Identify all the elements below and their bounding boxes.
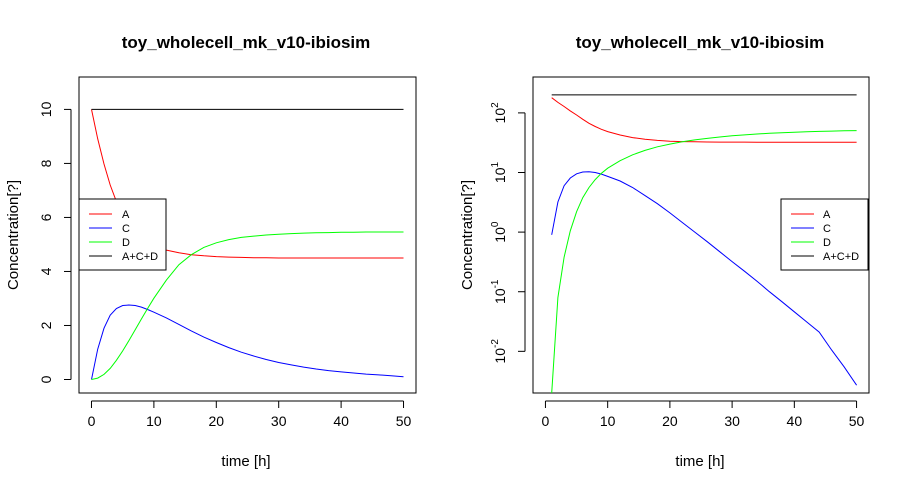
- legend: A C D A+C+D: [780, 198, 869, 271]
- x-tick-label: 0: [542, 413, 550, 429]
- legend-label: C: [823, 223, 831, 235]
- x-tick-label: 40: [333, 413, 349, 429]
- legend-box: [78, 198, 167, 271]
- chart-title: toy_wholecell_mk_v10-ibiosim: [122, 33, 371, 52]
- legend-label: A+C+D: [823, 251, 859, 263]
- series-line-c: [91, 304, 404, 380]
- series-line-d: [91, 231, 404, 380]
- y-axis: 0 2 4 6 8 10: [38, 101, 72, 383]
- x-tick-label: 10: [146, 413, 162, 429]
- legend-label: C: [122, 223, 130, 235]
- y-tick-label: 4: [38, 267, 54, 275]
- y-axis: 10-2 10-1 100 101 102: [490, 102, 526, 364]
- y-tick-label: 10-2: [490, 339, 508, 364]
- legend-item-d: D: [89, 237, 130, 249]
- legend-item-c: C: [89, 223, 130, 235]
- x-tick-label: 10: [600, 413, 616, 429]
- y-tick-label: 6: [38, 213, 54, 221]
- y-axis-label: Concentration[?]: [5, 180, 22, 290]
- chart-title: toy_wholecell_mk_v10-ibiosim: [576, 33, 825, 52]
- x-axis-label: time [h]: [221, 453, 270, 470]
- x-tick-label: 30: [724, 413, 740, 429]
- series-lines: [551, 94, 858, 394]
- x-tick-label: 40: [787, 413, 803, 429]
- legend-label: A: [122, 209, 130, 221]
- x-axis: 0 10 20 30 40 50: [542, 400, 865, 429]
- y-tick-label: 0: [38, 375, 54, 383]
- x-axis: 0 10 20 30 40 50: [88, 400, 412, 429]
- x-axis-label: time [h]: [675, 453, 724, 470]
- series-line-d: [551, 130, 857, 394]
- chart-panel-log: toy_wholecell_mk_v10-ibiosim time [h] Co…: [459, 33, 870, 470]
- y-tick-label: 10-1: [490, 279, 508, 304]
- y-axis-label: Concentration[?]: [459, 180, 476, 290]
- x-tick-label: 0: [88, 413, 96, 429]
- legend-label: A+C+D: [122, 251, 158, 263]
- x-tick-label: 20: [209, 413, 225, 429]
- legend-item-a: A: [791, 209, 831, 221]
- y-tick-label: 8: [38, 159, 54, 167]
- y-tick-label: 101: [490, 161, 508, 183]
- y-tick-label: 102: [490, 102, 508, 124]
- chart-panel-linear: toy_wholecell_mk_v10-ibiosim time [h] Co…: [5, 33, 417, 470]
- legend-box: [780, 198, 869, 271]
- legend-label: A: [823, 209, 831, 221]
- plot-frame: [532, 76, 870, 394]
- legend-label: D: [823, 237, 831, 249]
- series-line-c: [551, 171, 858, 386]
- series-line-a: [551, 97, 857, 143]
- x-tick-label: 50: [396, 413, 412, 429]
- y-tick-label: 10: [38, 101, 54, 117]
- x-tick-label: 20: [662, 413, 678, 429]
- legend: A C D A+C+D: [78, 198, 167, 271]
- x-tick-label: 50: [849, 413, 865, 429]
- legend-item-d: D: [791, 237, 831, 249]
- legend-item-c: C: [791, 223, 831, 235]
- x-tick-label: 30: [271, 413, 287, 429]
- legend-item-acd: A+C+D: [89, 251, 158, 263]
- legend-item-acd: A+C+D: [791, 251, 859, 263]
- y-tick-label: 2: [38, 321, 54, 329]
- y-tick-label: 100: [490, 221, 508, 243]
- legend-label: D: [122, 237, 130, 249]
- legend-item-a: A: [89, 209, 130, 221]
